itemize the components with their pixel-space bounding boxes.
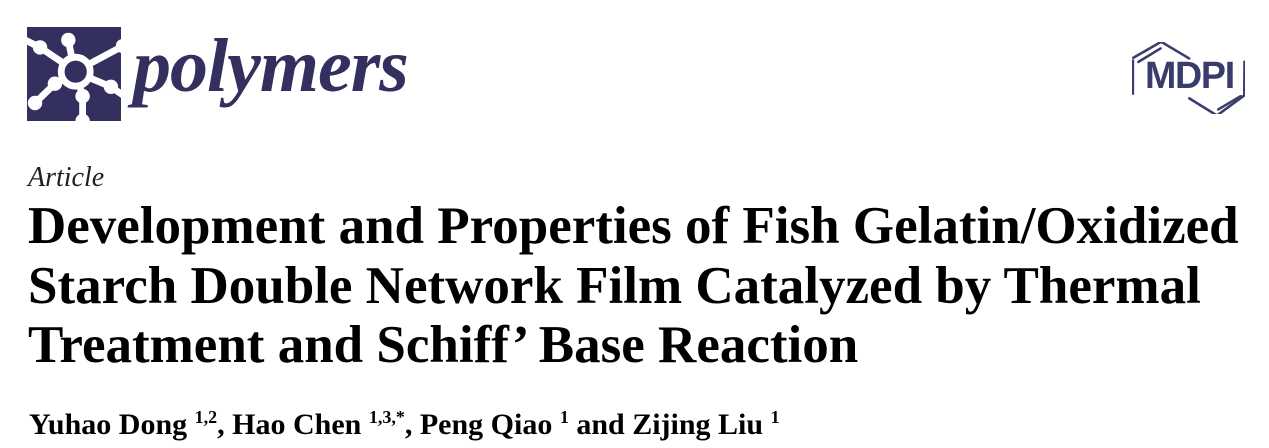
svg-text:MDPI: MDPI	[1145, 54, 1234, 96]
